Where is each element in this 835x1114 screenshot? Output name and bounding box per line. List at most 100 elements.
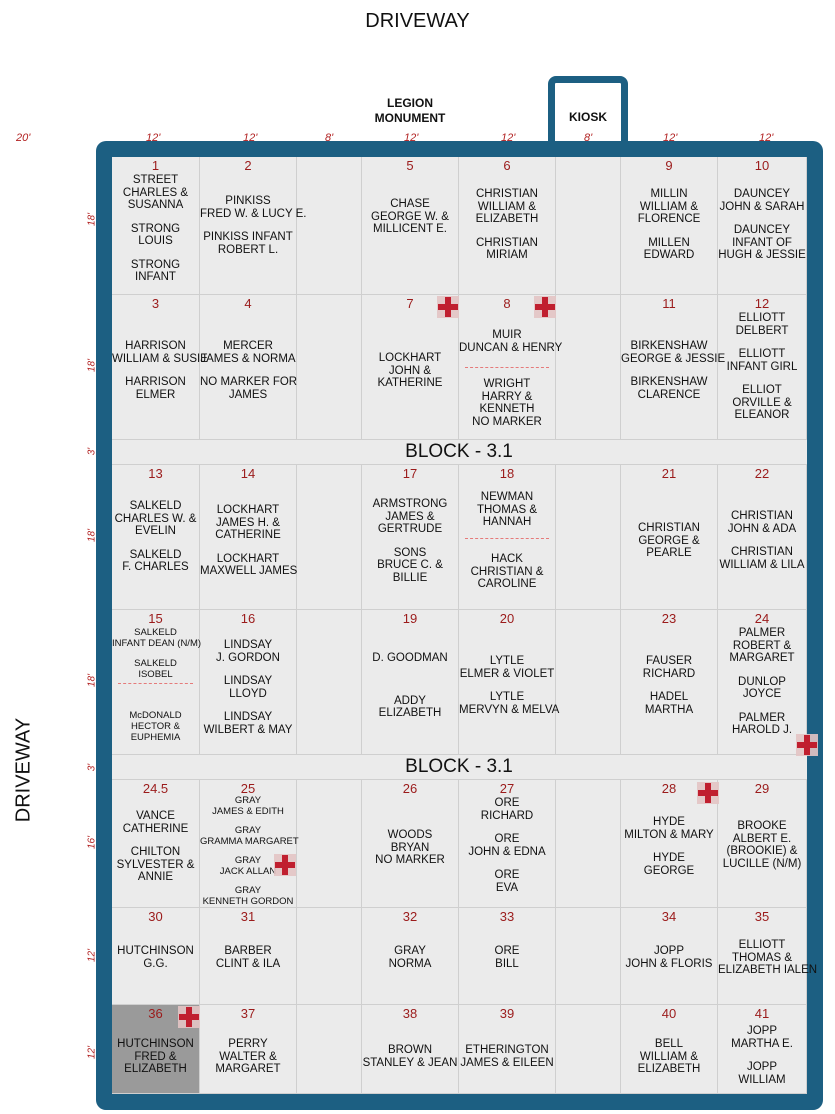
plot-4[interactable]: 4 MERCER JAMES & NORMA NO MARKER FOR JAMES: [200, 295, 297, 440]
plot-number: 12: [754, 296, 770, 311]
plot-29[interactable]: 29 BROOKE ALBERT E. (BROOKIE) & LUCILLE (N/…: [718, 779, 807, 908]
plot-31[interactable]: 31 BARBER CLINT & ILA: [200, 908, 297, 1005]
plot-34[interactable]: 34 JOPP JOHN & FLORIS: [621, 908, 718, 1005]
plot-36[interactable]: 36 HUTCHINSON FRED & ELIZABETH: [112, 1005, 200, 1094]
plot-9[interactable]: 9 MILLIN WILLIAM & FLORENCE MILLEN EDWARD: [621, 157, 718, 295]
occupant-line: PEARLE: [646, 547, 692, 559]
occupant-line: CHRISTIAN: [476, 188, 538, 200]
plot-18[interactable]: 18 NEWMAN THOMAS & HANNAH HACK CHRISTIAN & C…: [459, 464, 556, 610]
occupant-line: ARMSTRONG: [372, 498, 448, 510]
occupant-line: MARTHA E.: [731, 1037, 793, 1050]
plot-empty-r5b: [556, 779, 621, 908]
occupant-line: CHRISTIAN &: [470, 565, 544, 578]
plot-10[interactable]: 10 DAUNCEY JOHN & SARAH DAUNCEY INFANT OF HU…: [718, 157, 807, 295]
occupant-line: MERVYN & MELVA: [459, 703, 560, 716]
plot-occupants: ORE RICHARD ORE JOHN & EDNA ORE EVA: [459, 797, 555, 894]
plot-13[interactable]: 13 SALKELD CHARLES W. & EVELIN SALKELD F. CH…: [112, 464, 200, 610]
plot-37[interactable]: 37 PERRY WALTER & MARGARET: [200, 1005, 297, 1094]
plot-5[interactable]: 5 CHASE GEORGE W. & MILLICENT E.: [362, 157, 459, 295]
occupant-line: STANLEY & JEAN: [362, 1056, 458, 1069]
occupant-line: HUGH & JESSIE: [718, 249, 806, 261]
occupant-line: HANNAH: [482, 516, 532, 528]
plot-number: 25: [240, 781, 256, 796]
occupant-line: NO MARKER FOR: [200, 376, 298, 388]
plot-occupants: CHASE GEORGE W. & MILLICENT E.: [362, 198, 458, 236]
plot-number: 4: [244, 296, 252, 311]
occupant-line: WILLIAM &: [639, 1050, 699, 1063]
plot-33[interactable]: 33 ORE BILL: [459, 908, 556, 1005]
occupant-line: ELEANOR: [734, 409, 790, 421]
plot-11[interactable]: 11 BIRKENSHAW GEORGE & JESSIE BIRKENSHAW CL…: [621, 295, 725, 440]
plot-empty-r2b: [556, 295, 621, 440]
plot-number: 38: [402, 1006, 418, 1021]
occupant-line: JOHN & SARAH: [719, 200, 805, 213]
plot-23[interactable]: 23 FAUSER RICHARD HADEL MARTHA: [621, 610, 718, 755]
plot-occupants: BROOKE ALBERT E. (BROOKIE) & LUCILLE (N/M): [718, 820, 806, 870]
plot-21[interactable]: 21 CHRISTIAN GEORGE & PEARLE: [621, 464, 718, 610]
plot-occupants: HARRISON WILLIAM & SUSIE HARRISON ELMER: [112, 340, 208, 401]
plot-3[interactable]: 3 HARRISON WILLIAM & SUSIE HARRISON ELMER: [112, 295, 208, 440]
plot-empty-r4: [297, 610, 362, 755]
plot-41[interactable]: 41 JOPP MARTHA E. JOPP WILLIAM: [718, 1005, 807, 1094]
plot-number: 21: [661, 466, 677, 481]
plot-12[interactable]: 12 ELLIOTT DELBERT ELLIOTT INFANT GIRL ELLIO…: [718, 295, 807, 440]
plot-15[interactable]: 15 SALKELD INFANT DEAN (N/M) SALKELD ISOBEL…: [112, 610, 201, 755]
plot-24[interactable]: 24 PALMER ROBERT & MARGARET DUNLOP JOYCE PALM…: [718, 610, 818, 756]
plot-26[interactable]: 26 WOODS BRYAN NO MARKER: [362, 779, 459, 908]
plot-14[interactable]: 14 LOCKHART JAMES H. & CATHERINE LOCKHART MA…: [200, 464, 297, 610]
plot-number: 18: [499, 466, 515, 481]
occupant-line: JAMES & NORMA: [200, 352, 296, 365]
plot-6[interactable]: 6 CHRISTIAN WILLIAM & ELIZABETH CHRISTIAN MI…: [459, 157, 556, 295]
occupant-line: LOUIS: [138, 235, 173, 247]
plot-19[interactable]: 19 D. GOODMAN ADDY ELIZABETH: [362, 610, 459, 755]
occupant-line: CAROLINE: [477, 578, 537, 590]
plot-32[interactable]: 32 GRAY NORMA: [362, 908, 459, 1005]
occupant-line: HARRISON: [125, 340, 186, 352]
occupant-line: CLINT & ILA: [215, 957, 281, 970]
plot-occupants-bottom: WRIGHT HARRY & KENNETH NO MARKER: [459, 378, 555, 428]
occupant-line: CHASE: [390, 198, 430, 210]
occupant-line: HUTCHINSON: [117, 1038, 194, 1050]
plot-number: 34: [661, 909, 677, 924]
plot-number: 3: [151, 296, 160, 311]
driveway-left: DRIVEWAY: [4, 700, 44, 840]
plot-8[interactable]: 8 MUIR DUNCAN & HENRY WRIGHT HARRY & KENNET…: [459, 295, 562, 440]
plot-39[interactable]: 39 ETHERINGTON JAMES & EILEEN: [459, 1005, 556, 1094]
occupant-line: BILL: [495, 957, 519, 970]
plot-occupants: STREET CHARLES & SUSANNA STRONG LOUIS STRONG I…: [112, 174, 199, 284]
occupant-line: NORMA: [388, 957, 432, 970]
plot-24-5[interactable]: 24.5 VANCE CATHERINE CHILTON SYLVESTER & ANN…: [112, 779, 200, 908]
plot-7[interactable]: 7 LOCKHART JOHN & KATHERINE: [362, 295, 459, 440]
occupant-line: ROBERT &: [732, 639, 792, 652]
occupant-line: SALKELD: [134, 658, 177, 669]
plot-22[interactable]: 22 CHRISTIAN JOHN & ADA CHRISTIAN WILLIAM &…: [718, 464, 807, 610]
plot-divider: [118, 683, 193, 684]
occupant-line: G.G.: [143, 957, 168, 970]
occupant-line: KATHERINE: [377, 377, 443, 389]
occupant-line: BROOKE: [737, 820, 787, 832]
plot-occupants: JOPP JOHN & FLORIS: [621, 945, 717, 970]
plot-1[interactable]: 1 STREET CHARLES & SUSANNA STRONG LOUIS STRON…: [112, 157, 200, 295]
plot-number: 37: [240, 1006, 256, 1021]
occupant-line: ADDY: [394, 694, 426, 707]
plot-25[interactable]: 25 GRAY JAMES & EDITH GRAY GRAMMA MARGARET G…: [200, 779, 299, 908]
plot-number: 17: [402, 466, 418, 481]
plot-empty-r4b: [556, 610, 621, 755]
plot-2[interactable]: 2 PINKISS FRED W. & LUCY E. PINKISS INFANT…: [200, 157, 307, 295]
plot-28[interactable]: 28 HYDE MILTON & MARY HYDE GEORGE: [621, 779, 719, 908]
plot-16[interactable]: 16 LINDSAY J. GORDON LINDSAY LLOYD LINDSAY WI…: [200, 610, 297, 755]
plot-40[interactable]: 40 BELL WILLIAM & ELIZABETH: [621, 1005, 718, 1094]
occupant-line: ISOBEL: [138, 669, 173, 680]
plot-number: 5: [406, 158, 414, 173]
occupant-line: FRED W. & LUCY E.: [200, 207, 307, 220]
plot-17[interactable]: 17 ARMSTRONG JAMES & GERTRUDE SONS BRUCE C. …: [362, 464, 459, 610]
plot-35[interactable]: 35 ELLIOTT THOMAS & ELIZABETH IALEN: [718, 908, 817, 1005]
plot-38[interactable]: 38 BROWN STANLEY & JEAN: [362, 1005, 459, 1094]
plot-occupants: FAUSER RICHARD HADEL MARTHA: [621, 655, 717, 716]
occupant-line: LOCKHART: [378, 352, 442, 364]
plot-occupants: PINKISS FRED W. & LUCY E. PINKISS INFANT RO…: [200, 195, 307, 256]
plot-number: 8: [503, 296, 511, 311]
plot-30[interactable]: 30 HUTCHINSON G.G.: [112, 908, 200, 1005]
plot-20[interactable]: 20 LYTLE ELMER & VIOLET LYTLE MERVYN & MELV…: [459, 610, 560, 755]
plot-27[interactable]: 27 ORE RICHARD ORE JOHN & EDNA ORE EVA: [459, 779, 556, 908]
